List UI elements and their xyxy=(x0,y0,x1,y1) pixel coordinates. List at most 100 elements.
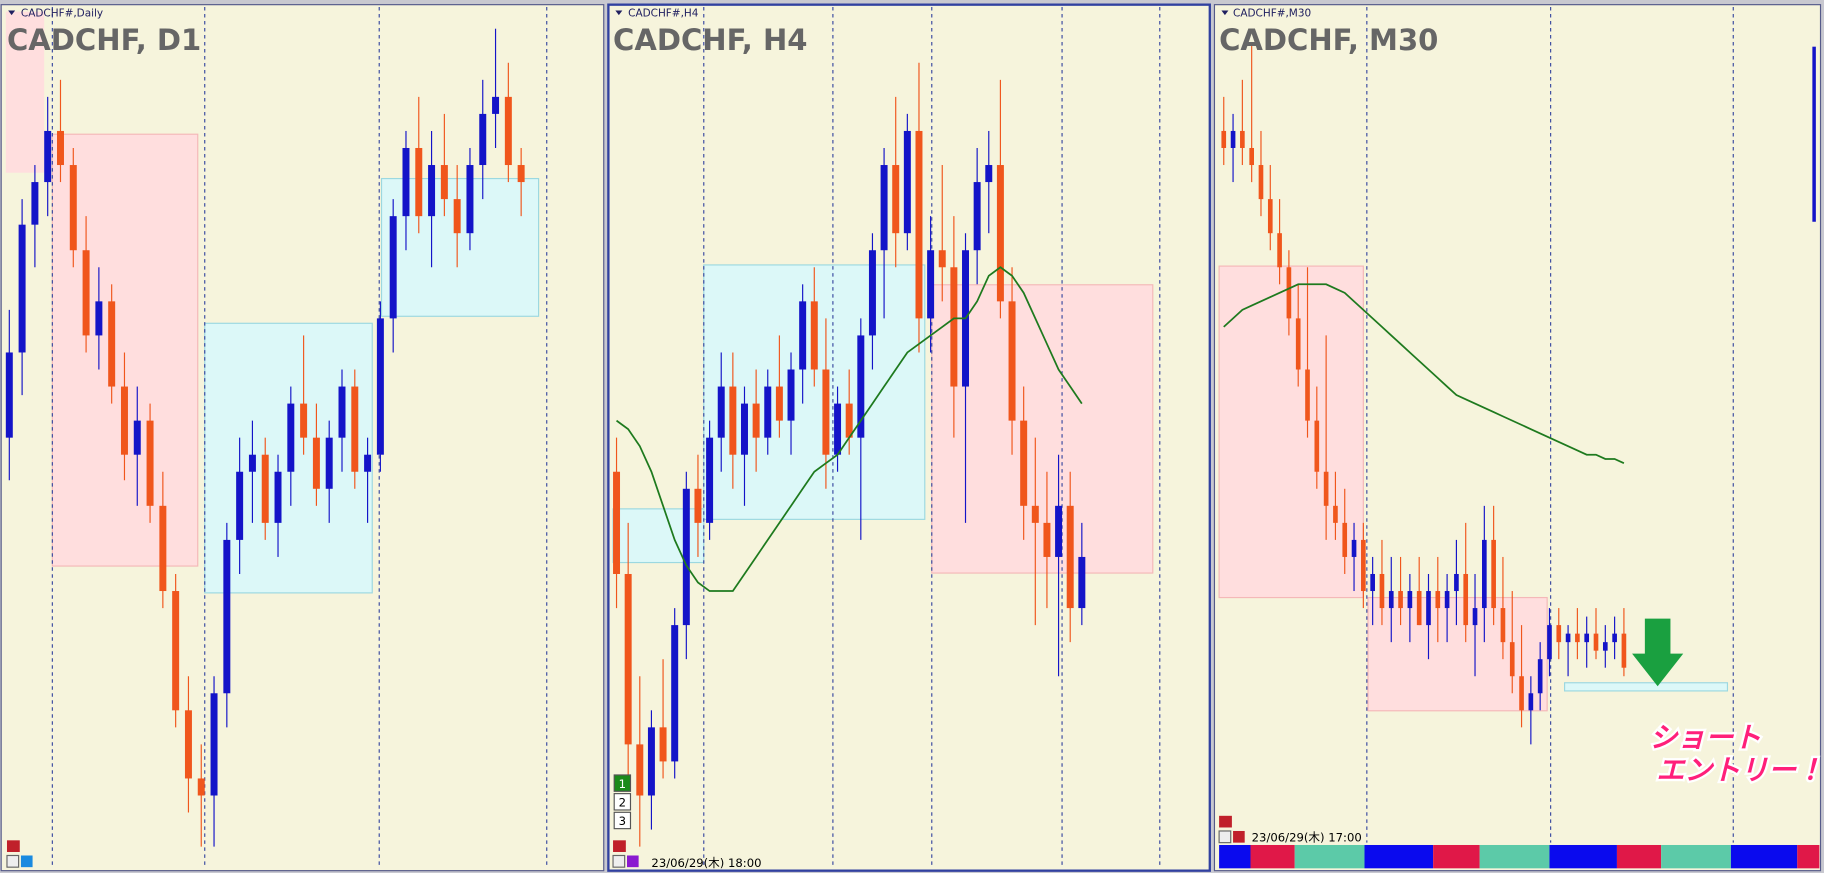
candle-body xyxy=(1491,539,1496,609)
candle-body xyxy=(31,182,39,225)
candle-body xyxy=(682,488,690,626)
minimize-button[interactable] xyxy=(613,840,626,852)
candle-body xyxy=(1565,633,1571,643)
candle-body xyxy=(120,386,128,455)
strip-segment xyxy=(1661,844,1731,869)
timestamp: 23/06/29(木) 18:00 xyxy=(651,856,761,870)
candle-body xyxy=(764,386,772,438)
candle-body xyxy=(1333,505,1338,523)
candle-body xyxy=(1416,591,1422,626)
candle-body xyxy=(1575,633,1580,643)
layer-button-label: 1 xyxy=(619,777,626,791)
period-separators xyxy=(51,7,1734,869)
dropdown-icon[interactable] xyxy=(1221,10,1229,16)
candle-body xyxy=(787,369,795,421)
scroll-marker xyxy=(1812,46,1816,222)
moving-average xyxy=(1223,283,1625,465)
candle-body xyxy=(197,778,205,796)
candle-body xyxy=(1230,130,1236,148)
candle-body xyxy=(1379,573,1385,609)
candle-body xyxy=(312,437,320,489)
candle-body xyxy=(1305,369,1310,421)
candle-body xyxy=(857,335,865,438)
candle-body xyxy=(287,403,295,472)
minimize-button[interactable] xyxy=(6,840,20,852)
zone-pink xyxy=(51,133,199,567)
candle-body xyxy=(775,386,783,421)
candle-body xyxy=(82,250,90,336)
strip-segment xyxy=(1294,844,1365,869)
candle-body xyxy=(274,471,282,523)
candle-body xyxy=(834,403,842,455)
candle-body xyxy=(466,165,474,234)
entry-arrow xyxy=(1632,618,1684,687)
zone-cyan xyxy=(1564,682,1729,692)
dropdown-icon[interactable] xyxy=(8,10,16,16)
candle-body xyxy=(1482,539,1487,609)
session-strip xyxy=(1219,844,1820,869)
strip-segment xyxy=(1549,844,1617,869)
candle-body xyxy=(159,505,167,592)
candle-body xyxy=(1066,505,1074,609)
layer-button[interactable] xyxy=(613,811,632,830)
candle-body xyxy=(1528,693,1534,711)
candle-body xyxy=(69,165,77,251)
candle-body xyxy=(1463,573,1469,626)
candle-body xyxy=(903,130,911,234)
candle-body xyxy=(1221,130,1227,148)
candle-body xyxy=(1323,471,1329,506)
candle-body xyxy=(1249,147,1254,166)
strip-segment xyxy=(1479,844,1550,869)
option-button[interactable] xyxy=(1233,830,1245,843)
candle-body xyxy=(706,437,714,523)
candle-body xyxy=(1547,625,1552,660)
strip-segment xyxy=(1364,844,1434,869)
candle-body xyxy=(479,113,487,166)
close-button[interactable] xyxy=(6,854,20,868)
candle-body xyxy=(389,216,397,319)
close-button[interactable] xyxy=(1218,830,1232,844)
candle-body xyxy=(1426,591,1431,626)
candle-body xyxy=(1444,591,1450,609)
annotation: エントリー！ xyxy=(1656,754,1823,787)
dropdown-icon[interactable] xyxy=(615,10,623,16)
candle-body xyxy=(973,182,981,251)
close-button[interactable] xyxy=(612,854,626,868)
candle-body xyxy=(1078,556,1086,609)
candle-body xyxy=(938,250,946,268)
candle-body xyxy=(729,386,737,455)
zone-cyan xyxy=(612,508,705,564)
layer-button[interactable] xyxy=(613,774,632,792)
candle-body xyxy=(915,130,923,319)
candle-body xyxy=(1435,591,1441,609)
layer-button-label: 3 xyxy=(619,814,626,828)
strip-segment xyxy=(1250,844,1295,869)
candle-body xyxy=(504,96,512,166)
candle-body xyxy=(325,437,333,489)
candle-body xyxy=(300,403,308,438)
candle-body xyxy=(741,403,748,455)
candle-body xyxy=(636,744,644,796)
minimize-button[interactable] xyxy=(1219,815,1232,828)
candle-body xyxy=(1556,625,1562,643)
candle-body xyxy=(1361,539,1366,592)
annotation: ショート xyxy=(1650,721,1762,754)
candle-body xyxy=(402,147,410,217)
moving-average xyxy=(616,266,1083,592)
layer-button[interactable] xyxy=(613,793,632,811)
candle-body xyxy=(1295,318,1301,370)
chart-title: CADCHF, H4 xyxy=(613,23,807,57)
option-button[interactable] xyxy=(20,855,33,868)
candle-body xyxy=(1370,573,1375,592)
zone-pink xyxy=(1367,596,1548,712)
strip-segment xyxy=(1730,844,1798,869)
candle-body xyxy=(223,539,231,694)
candle-body xyxy=(985,165,993,183)
option-button[interactable] xyxy=(627,855,639,868)
zone-pink xyxy=(1218,265,1364,599)
candle-body xyxy=(1398,591,1403,609)
candle-body xyxy=(517,165,525,183)
strip-segment xyxy=(1219,844,1251,869)
candle-body xyxy=(1454,573,1459,592)
